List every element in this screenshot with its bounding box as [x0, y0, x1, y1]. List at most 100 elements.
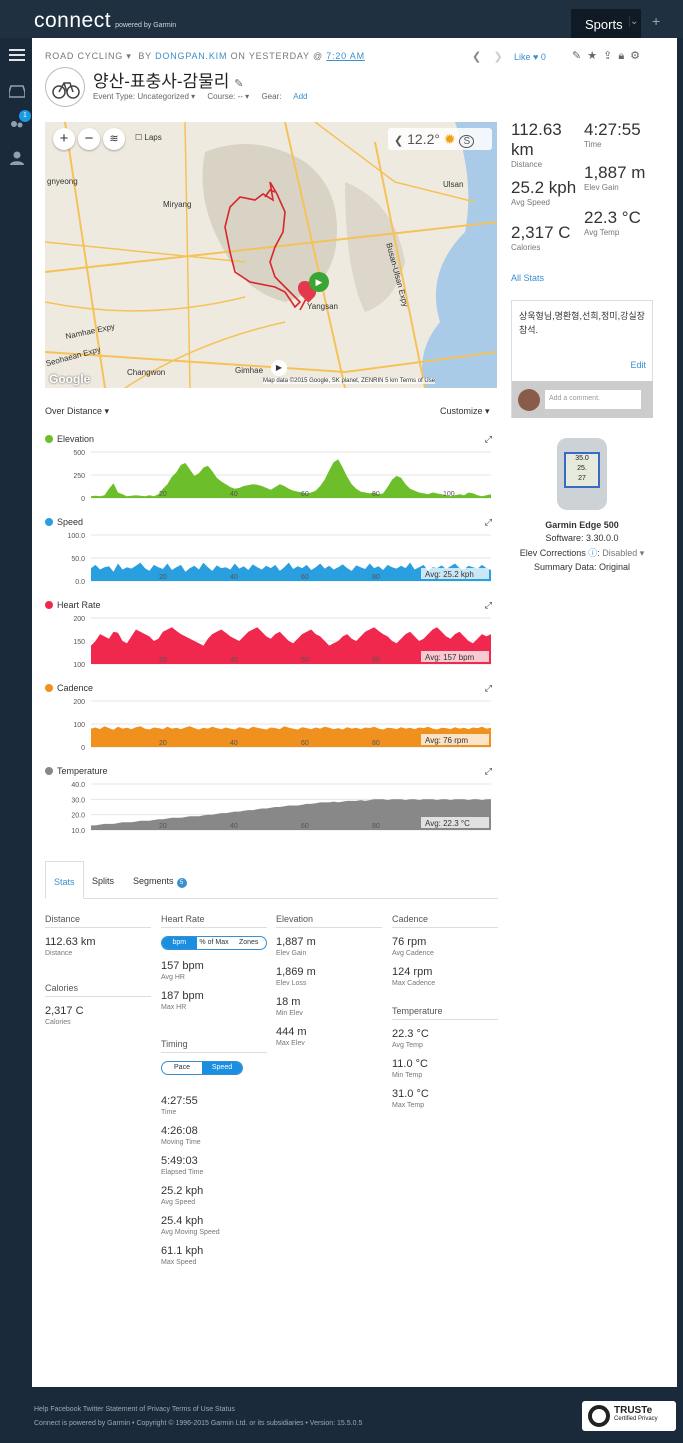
series-area: [91, 459, 491, 498]
device-screen-field: 25.: [577, 465, 587, 472]
chart-title: Cadence: [45, 683, 93, 693]
map-attribution[interactable]: Map data ©2015 Google, SK planet, ZENRIN…: [263, 378, 436, 384]
prev-arrow-icon[interactable]: ❮: [472, 51, 482, 63]
stat-label: Elapsed Time: [161, 1169, 204, 1176]
stat-label: Distance: [45, 950, 73, 957]
user-icon[interactable]: [9, 151, 25, 165]
y-tick-label: 0: [81, 496, 85, 503]
pace-option[interactable]: Pace: [174, 1064, 190, 1071]
hr-bpm-option[interactable]: bpm: [162, 937, 197, 949]
lock-icon[interactable]: 🔒︎: [618, 50, 631, 62]
y-tick-label: 10.0: [71, 828, 85, 835]
activity-type[interactable]: ROAD CYCLING: [45, 51, 124, 61]
hr-pctmax-option[interactable]: % of Max: [199, 939, 229, 946]
chart-plot[interactable]: 40.0 30.0 20.0 10.0 20 40 60 80 Avg: 22.3 °C: [45, 778, 498, 836]
tab-segments[interactable]: Segments 5: [125, 861, 195, 899]
chart-title-text: Speed: [57, 517, 84, 527]
gear-icon[interactable]: ⚙: [630, 50, 647, 62]
x-tick-label: 60: [301, 823, 309, 830]
all-stats-link[interactable]: All Stats: [511, 273, 545, 283]
speed-option[interactable]: Speed: [202, 1062, 242, 1074]
connections-icon[interactable]: [9, 116, 25, 130]
stat-item: 1,887 m Elev Gain: [276, 936, 382, 957]
gear-add-link[interactable]: Add: [293, 92, 308, 101]
x-tick-label: 80: [372, 491, 380, 498]
expand-icon[interactable]: ⤢: [484, 766, 492, 776]
chart-plot[interactable]: 200100020406080100Avg: 76 rpm: [45, 695, 498, 753]
hr-unit-toggle: bpm % of Max Zones: [161, 936, 267, 950]
weather-widget[interactable]: ❮ 12.2° ✹ S: [388, 128, 492, 150]
by-label: BY: [138, 51, 152, 61]
x-tick-label: 40: [230, 823, 238, 830]
chart-4: Temperature ⤢ 40.0 30.0 20.0 10.0 20 40 60 80 Avg:…: [45, 766, 498, 836]
sports-menu[interactable]: Sports ⌄: [571, 9, 641, 38]
distance-header: Distance: [45, 914, 151, 928]
edit-description-link[interactable]: Edit: [630, 360, 646, 370]
inbox-icon[interactable]: [9, 84, 25, 98]
zoom-out-button[interactable]: −: [78, 128, 100, 150]
pencil-icon[interactable]: ✎: [234, 78, 244, 90]
expand-icon[interactable]: ⤢: [484, 600, 492, 610]
stat-value: 61.1 kph: [161, 1245, 204, 1257]
chart-title: Heart Rate: [45, 600, 101, 610]
customize-select[interactable]: Customize ▾: [440, 406, 490, 416]
add-icon[interactable]: +: [652, 13, 661, 29]
avatar: [518, 389, 540, 411]
bike-icon: [45, 67, 85, 107]
footer-links[interactable]: Help Facebook Twitter Statement of Priva…: [34, 1406, 235, 1413]
course-select[interactable]: Course: -- ▾: [207, 92, 250, 101]
stat-item: 31.0 °C Max Temp: [392, 1088, 498, 1109]
device-screen-field: 27: [578, 475, 586, 482]
map-label: Yangsan: [307, 302, 338, 311]
y-tick-label: 100.0: [67, 533, 85, 540]
share-icon[interactable]: ⇪: [603, 50, 619, 62]
connect-logo[interactable]: connect powered by Garmin: [34, 9, 177, 32]
layers-icon[interactable]: ≋: [103, 128, 125, 150]
stat-item: 187 bpm Max HR: [161, 990, 267, 1011]
laps-checkbox[interactable]: ☐: [135, 133, 143, 142]
like-button[interactable]: Like ♥ 0: [514, 52, 546, 62]
truste-badge[interactable]: TRUSTe Certified Privacy: [582, 1401, 676, 1431]
y-tick-label: 40.0: [71, 782, 85, 789]
chevron-left-icon[interactable]: ❮: [394, 135, 404, 147]
play-route-button[interactable]: ▶: [271, 360, 287, 376]
event-type-select[interactable]: Event Type: Uncategorized ▾: [93, 92, 196, 101]
stat-label: Max Temp: [392, 1102, 425, 1109]
y-tick-label: 150: [73, 639, 85, 646]
menu-icon[interactable]: [9, 48, 25, 62]
elev-corrections-select[interactable]: Disabled ▾: [602, 548, 645, 558]
expand-icon[interactable]: ⤢: [484, 434, 492, 444]
tab-stats[interactable]: Stats: [45, 861, 84, 899]
expand-icon[interactable]: ⤢: [484, 517, 492, 527]
route-map[interactable]: + − ≋ ☐ Laps ❮ 12.2° ✹ S gnyeong Miryang…: [45, 122, 497, 388]
user-link[interactable]: DONGPAN.KIM: [155, 51, 228, 61]
chart-plot[interactable]: 100.050.00.020406080100Avg: 25.2 kph: [45, 529, 498, 587]
next-arrow-icon[interactable]: ❯: [493, 51, 503, 63]
summary-calories-label: Calories: [511, 243, 541, 252]
chevron-down-icon[interactable]: ⌄: [629, 16, 641, 27]
time-link[interactable]: 7:20 AM: [326, 51, 365, 61]
over-distance-select[interactable]: Over Distance ▾: [45, 406, 110, 416]
laps-toggle[interactable]: ☐ Laps: [135, 133, 162, 142]
stat-value: 18 m: [276, 996, 301, 1008]
start-marker-icon[interactable]: ▶: [309, 272, 329, 292]
chart-title: Temperature: [45, 766, 108, 776]
chart-plot[interactable]: 500 250 0 20 40 60 80 100: [45, 446, 498, 504]
chart-plot[interactable]: 20015010020406080100Avg: 157 bpm: [45, 612, 498, 670]
help-icon[interactable]: ⓘ: [588, 548, 598, 558]
activity-title[interactable]: 양산-표충사-감물리: [93, 72, 230, 91]
x-tick-label: 20: [159, 657, 167, 664]
edit-icon[interactable]: ✎: [572, 50, 588, 62]
expand-icon[interactable]: ⤢: [484, 683, 492, 693]
device-name[interactable]: Garmin Edge 500: [545, 520, 619, 530]
tab-splits[interactable]: Splits: [92, 876, 115, 886]
star-icon[interactable]: ★: [587, 50, 604, 62]
truste-logo-icon: [588, 1405, 610, 1427]
map-label: Gimhae: [235, 366, 264, 375]
stat-item: 4:27:55 Time: [161, 1095, 267, 1116]
hr-zones-option[interactable]: Zones: [238, 939, 259, 946]
stat-item: 22.3 °C Avg Temp: [392, 1028, 498, 1049]
stat-item: 5:49:03 Elapsed Time: [161, 1155, 267, 1176]
comment-input[interactable]: Add a comment.: [545, 390, 641, 409]
zoom-in-button[interactable]: +: [53, 128, 75, 150]
